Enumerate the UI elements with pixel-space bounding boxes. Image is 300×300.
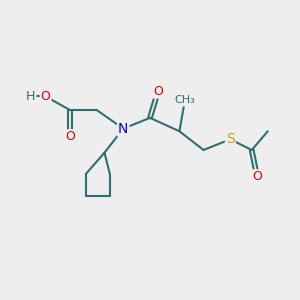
Text: H: H xyxy=(26,90,36,103)
Text: O: O xyxy=(65,130,75,143)
Text: O: O xyxy=(153,85,163,98)
Text: CH₃: CH₃ xyxy=(174,95,195,106)
Text: N: N xyxy=(118,122,128,136)
Text: O: O xyxy=(252,170,262,183)
Text: S: S xyxy=(226,132,235,146)
Text: O: O xyxy=(41,90,50,103)
